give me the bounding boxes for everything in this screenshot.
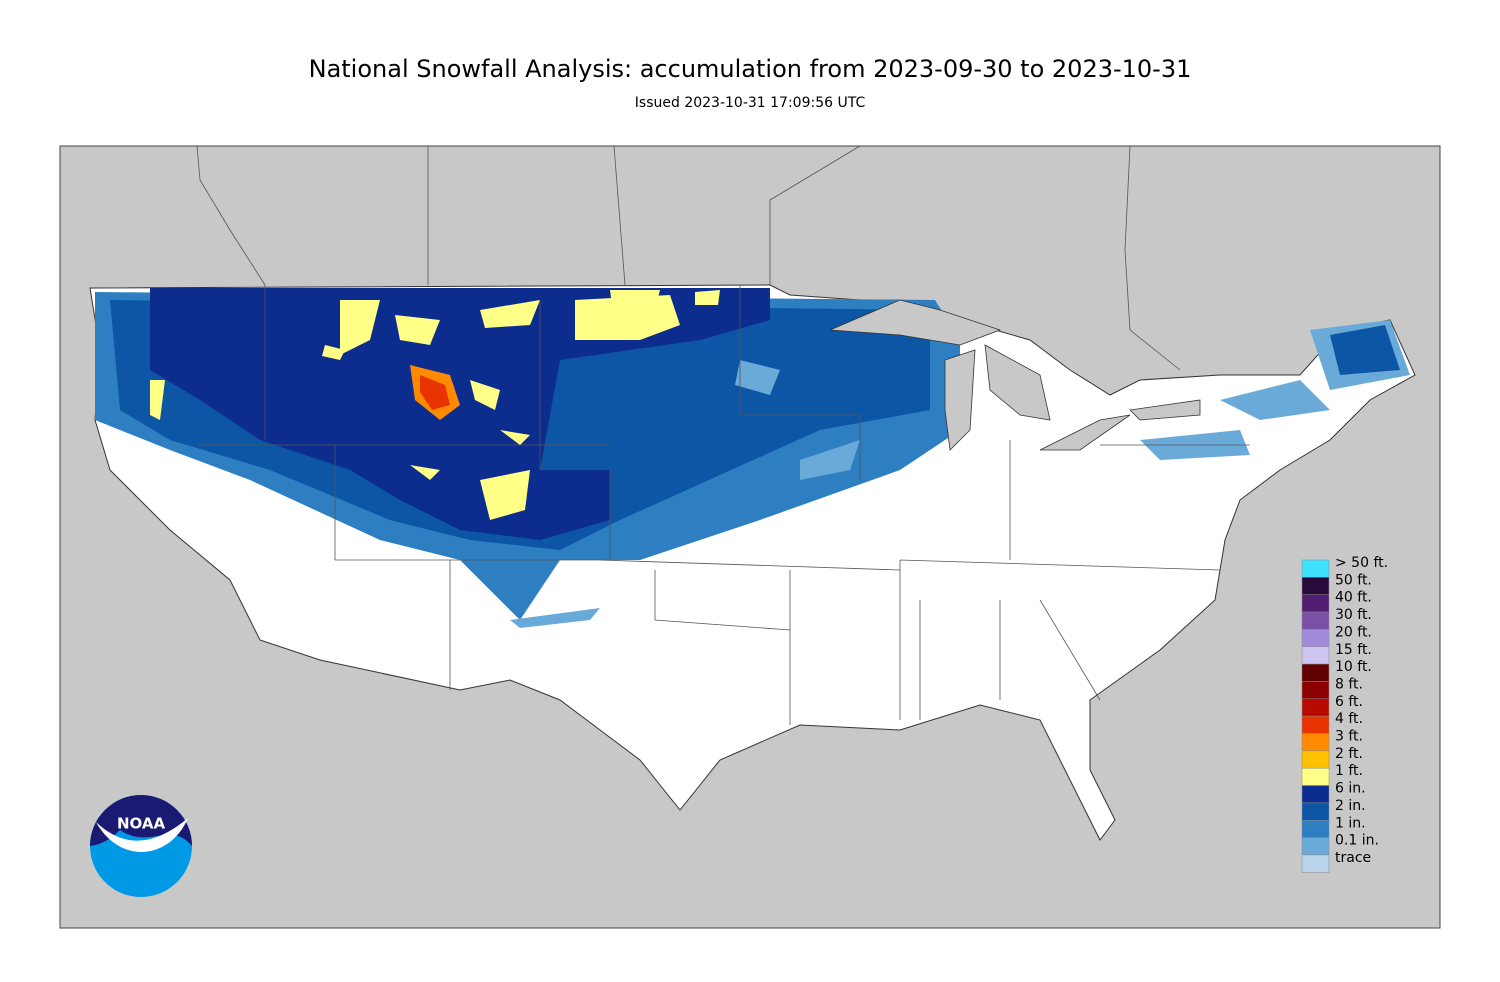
- legend-label: 2 in.: [1335, 798, 1366, 814]
- legend-label: 30 ft.: [1335, 607, 1372, 623]
- legend-label: 50 ft.: [1335, 572, 1372, 588]
- legend-swatch: [1301, 733, 1330, 752]
- legend-swatch: [1301, 837, 1330, 856]
- legend-swatch: [1301, 785, 1330, 804]
- legend-label: 6 in.: [1335, 781, 1366, 797]
- legend-label: 1 in.: [1335, 815, 1366, 831]
- legend-swatch: [1301, 594, 1330, 613]
- legend-swatch: [1301, 698, 1330, 717]
- province-line: [769, 145, 861, 285]
- logo-text: NOAA: [117, 815, 166, 833]
- legend-swatch: [1301, 750, 1330, 769]
- legend-label: 4 ft.: [1335, 711, 1363, 727]
- legend-swatch: [1301, 820, 1330, 838]
- snow-area: [150, 290, 720, 520]
- legend-swatch: [1301, 854, 1330, 873]
- legend-label: trace: [1335, 850, 1371, 866]
- canada-lines: [196, 145, 1181, 371]
- legend-swatch: [1301, 577, 1330, 595]
- great-lakes: [829, 299, 1201, 451]
- snow-areas: [95, 288, 1410, 628]
- legend: > 50 ft.50 ft. 40 ft.30 ft.20 ft. 15 ft.10…: [1301, 555, 1388, 873]
- legend-swatch: [1301, 663, 1330, 682]
- province-line: [196, 145, 266, 286]
- province-line: [613, 145, 626, 286]
- legend-label: 3 ft.: [1335, 729, 1363, 745]
- snow-area: [420, 375, 450, 410]
- noaa-logo: NOAA: [90, 795, 192, 897]
- state-lines: [197, 285, 1250, 725]
- province-line: [1124, 145, 1181, 371]
- legend-swatch: [1301, 767, 1330, 786]
- legend-label: 2 ft.: [1335, 746, 1363, 762]
- legend-swatch: [1301, 646, 1330, 665]
- legend-label: > 50 ft.: [1335, 555, 1388, 571]
- legend-swatch: [1301, 611, 1330, 630]
- legend-label: 1 ft.: [1335, 763, 1363, 779]
- legend-label: 15 ft.: [1335, 642, 1372, 658]
- legend-label: 20 ft.: [1335, 624, 1372, 640]
- snow-area: [150, 288, 770, 540]
- logo-bird: [96, 818, 188, 852]
- subtitle: Issued 2023-10-31 17:09:56 UTC: [635, 95, 866, 111]
- legend-swatch: [1301, 629, 1330, 648]
- legend-swatch: [1301, 715, 1330, 734]
- legend-label: 8 ft.: [1335, 676, 1363, 692]
- legend-swatch: [1301, 681, 1330, 700]
- snow-area: [1330, 325, 1400, 375]
- state-line: [197, 285, 1250, 725]
- title: National Snowfall Analysis: accumulation…: [309, 55, 1192, 83]
- legend-label: 40 ft.: [1335, 590, 1372, 606]
- map: [59, 145, 1441, 929]
- legend-swatch: [1301, 802, 1330, 821]
- legend-swatch: [1301, 559, 1330, 578]
- legend-label: 6 ft.: [1335, 694, 1363, 710]
- legend-label: 10 ft.: [1335, 659, 1372, 675]
- legend-label: 0.1 in.: [1335, 833, 1379, 849]
- snow-area: [510, 440, 860, 628]
